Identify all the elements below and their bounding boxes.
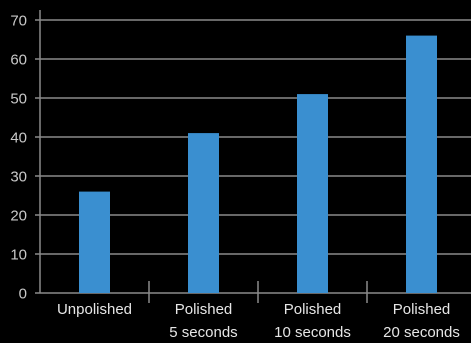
- x-category-label: 10 seconds: [274, 324, 351, 341]
- bar: [406, 35, 437, 293]
- bar: [188, 133, 219, 293]
- y-tick-label: 10: [10, 247, 27, 264]
- x-category-label: Polished: [393, 301, 451, 318]
- bar: [79, 191, 110, 293]
- x-category-label: 20 seconds: [383, 324, 460, 341]
- y-tick-labels: 0 10 20 30 40 50 60 70: [10, 13, 27, 303]
- x-category-label: Unpolished: [57, 301, 132, 318]
- y-tick-label: 0: [19, 286, 27, 303]
- x-category-label: Polished: [175, 301, 233, 318]
- bar: [297, 94, 328, 293]
- bars: [79, 35, 437, 293]
- gridlines: [40, 19, 471, 255]
- y-tick-label: 70: [10, 13, 27, 30]
- x-category-label: Polished: [284, 301, 342, 318]
- y-tick-label: 30: [10, 169, 27, 186]
- y-tick-label: 40: [10, 130, 27, 147]
- y-tick-label: 60: [10, 52, 27, 69]
- x-category-labels: Unpolished Polished 5 seconds Polished 10 se…: [57, 301, 460, 341]
- y-tick-label: 50: [10, 91, 27, 108]
- y-tick-label: 20: [10, 208, 27, 225]
- x-category-label: 5 seconds: [169, 324, 237, 341]
- axes: [35, 10, 471, 303]
